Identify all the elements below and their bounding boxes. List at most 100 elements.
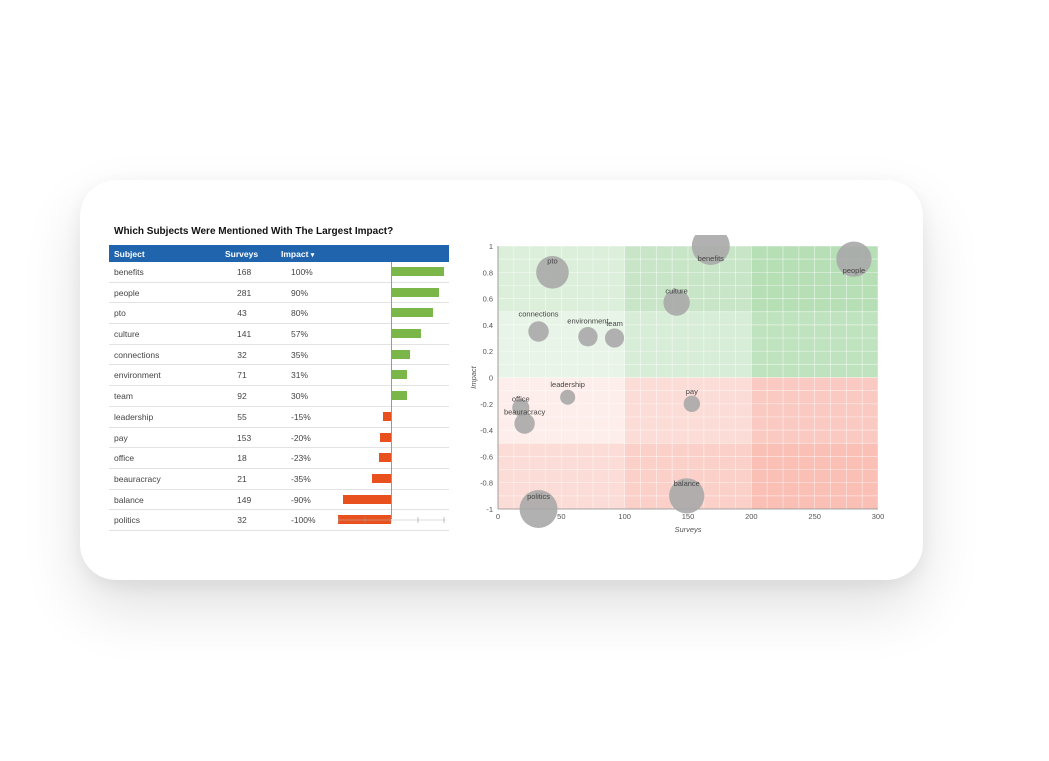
cell-impact: 35% (291, 349, 309, 360)
cell-impact: -90% (291, 494, 311, 505)
header-impact[interactable]: Impact ▾ (281, 249, 314, 259)
table-row[interactable]: environment 71 31% (109, 365, 449, 387)
cell-subject: balance (114, 494, 144, 505)
x-tick-label: 50 (557, 512, 565, 521)
cell-subject: pay (114, 432, 128, 443)
bubble-label: office (512, 395, 530, 404)
impact-bar (391, 308, 434, 318)
bubble-point (536, 256, 569, 289)
cell-surveys: 153 (237, 432, 252, 443)
cell-surveys: 32 (237, 349, 247, 360)
x-axis-title: Surveys (674, 525, 701, 534)
bubble-point (683, 395, 700, 412)
cell-subject: benefits (114, 267, 144, 277)
y-tick-label: 0 (489, 374, 493, 383)
cell-impact: 100% (291, 267, 313, 277)
table-title: Which Subjects Were Mentioned With The L… (114, 226, 394, 237)
cell-impact: 31% (291, 370, 309, 381)
cell-subject: connections (114, 349, 160, 360)
impact-bar (383, 411, 391, 421)
bubble-label: people (843, 266, 866, 275)
table-row[interactable]: pay 153 -20% (109, 428, 449, 449)
cell-subject: office (114, 453, 135, 464)
bubble-point (514, 413, 535, 434)
bar-tick-axis (338, 517, 446, 523)
table-row[interactable]: balance 149 -90% (109, 490, 449, 511)
table-row[interactable]: beauracracy 21 -35% (109, 469, 449, 490)
impact-bar (372, 473, 391, 483)
cell-impact: 30% (291, 391, 309, 402)
impact-bar (391, 329, 422, 339)
impact-bar (391, 349, 410, 359)
y-tick-label: 0.8 (483, 268, 493, 277)
bubble-point (560, 389, 576, 405)
y-tick-label: 1 (489, 242, 493, 251)
bubble-label: team (606, 319, 623, 328)
header-surveys[interactable]: Surveys (225, 249, 259, 259)
cell-subject: leadership (114, 411, 154, 422)
y-tick-label: -0.4 (480, 426, 493, 435)
cell-surveys: 71 (237, 370, 247, 381)
header-subject[interactable]: Subject (114, 249, 145, 259)
cell-impact: -100% (291, 515, 316, 526)
cell-surveys: 55 (237, 411, 247, 422)
cell-surveys: 32 (237, 515, 247, 526)
cell-impact: 57% (291, 329, 309, 340)
impact-bar (391, 391, 407, 401)
x-tick-label: 100 (618, 512, 631, 521)
bubble-label: politics (527, 492, 550, 501)
x-tick-label: 0 (496, 512, 500, 521)
table-row[interactable]: leadership 55 -15% (109, 407, 449, 428)
cell-impact: 90% (291, 287, 309, 298)
bubble-point (519, 490, 558, 528)
bubble-label: beauracracy (504, 408, 546, 417)
cell-subject: beauracracy (114, 473, 161, 484)
table-row[interactable]: people 281 90% (109, 283, 449, 304)
x-tick-label: 200 (745, 512, 758, 521)
cell-impact: -20% (291, 432, 311, 443)
cell-subject: team (114, 391, 133, 402)
cell-subject: pto (114, 308, 126, 319)
table-row[interactable]: office 18 -23% (109, 448, 449, 469)
impact-bar (343, 494, 391, 504)
sort-desc-icon: ▾ (310, 252, 315, 259)
table-row[interactable]: team 92 30% (109, 386, 449, 407)
cell-impact: 80% (291, 308, 309, 319)
y-tick-label: 0.2 (483, 347, 493, 356)
cell-subject: culture (114, 329, 140, 340)
table-body: benefits 168 100% people 281 90% pto 43 80% cultu… (109, 262, 449, 531)
cell-surveys: 18 (237, 453, 247, 464)
bubble-label: balance (674, 479, 700, 488)
cell-impact: -35% (291, 473, 311, 484)
impact-table: Subject Surveys Impact ▾ benefits 168 100%… (109, 245, 449, 531)
table-header: Subject Surveys Impact ▾ (109, 245, 449, 262)
bubble-label: culture (665, 287, 688, 296)
bubble-label: pto (547, 256, 557, 265)
bubble-point (691, 235, 730, 265)
cell-surveys: 281 (237, 287, 252, 298)
cell-surveys: 168 (237, 267, 252, 277)
bubble-label: environment (567, 317, 609, 326)
table-row[interactable]: benefits 168 100% (109, 262, 449, 283)
bubble-label: connections (519, 309, 559, 318)
cell-subject: people (114, 287, 140, 298)
table-row[interactable]: connections 32 35% (109, 345, 449, 366)
impact-bar (380, 432, 391, 442)
cell-surveys: 149 (237, 494, 252, 505)
bubble-point (836, 241, 872, 277)
cell-surveys: 43 (237, 308, 247, 319)
y-tick-label: -0.2 (480, 400, 493, 409)
cell-impact: -23% (291, 453, 311, 464)
header-impact-label: Impact (281, 249, 309, 259)
bar-zero-line (391, 262, 392, 519)
cell-impact: -15% (291, 411, 311, 422)
impact-bar (391, 267, 444, 276)
bubble-point (528, 321, 549, 342)
bubble-chart: 0 50 100 150 200 250 300 1 0.8 0.6 0.4 0.2 0 -0.2 -0.4… (469, 235, 884, 534)
table-row[interactable]: pto 43 80% (109, 303, 449, 325)
table-row[interactable]: culture 141 57% (109, 324, 449, 345)
cell-surveys: 141 (237, 329, 252, 340)
impact-bar (391, 370, 408, 380)
bubble-label: leadership (550, 380, 585, 389)
bubble-point (578, 327, 598, 347)
